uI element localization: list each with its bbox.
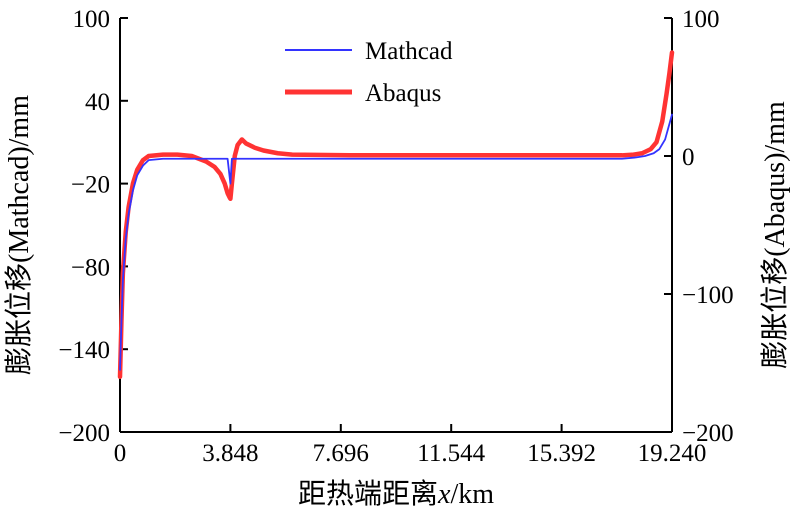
y-left-tick-label: −200 (58, 420, 110, 447)
x-tick-label: 7.696 (313, 440, 369, 467)
axes-layer: 0 3.848 7.696 11.544 15.392 19.240 100 40 −20 −80… (58, 6, 733, 467)
x-tick-label: 15.392 (527, 440, 596, 467)
legend-label-mathcad: Mathcad (365, 38, 453, 65)
series-layer (117, 50, 675, 380)
legend-label-abaqus: Abaqus (365, 80, 441, 107)
y-right-tick-label: −100 (682, 282, 734, 309)
y-right-tick-label: 100 (682, 6, 720, 33)
x-axis-title-prefix: 距热端距离 (298, 478, 438, 510)
legend: Mathcad Abaqus (285, 38, 453, 107)
series-line-mathcad (119, 113, 673, 371)
y-left-tick-label: −80 (71, 254, 110, 281)
x-tick-label: 11.544 (417, 440, 485, 467)
x-axis-title: 距热端距离x/km (298, 478, 494, 510)
y-right-tick-label: 0 (682, 144, 695, 171)
x-axis-title-var: x (437, 479, 451, 510)
y-left-axis-title: 膨胀位移(Mathcad)/mm (3, 95, 35, 375)
x-axis-title-unit: /km (450, 479, 494, 510)
y-left-tick-label: −20 (71, 172, 110, 199)
x-tick-label: 0 (114, 440, 127, 467)
y-right-tick-label: −200 (682, 420, 734, 447)
x-tick-label: 3.848 (202, 440, 258, 467)
x-tick-label: 19.240 (638, 440, 707, 467)
y-left-tick-label: 40 (85, 89, 110, 116)
series-line-abaqus (117, 50, 675, 380)
y-right-axis-title: 膨胀位移(Abaqus)/mm (759, 101, 791, 369)
y-left-tick-label: −140 (58, 337, 110, 364)
y-left-tick-label: 100 (73, 6, 111, 33)
